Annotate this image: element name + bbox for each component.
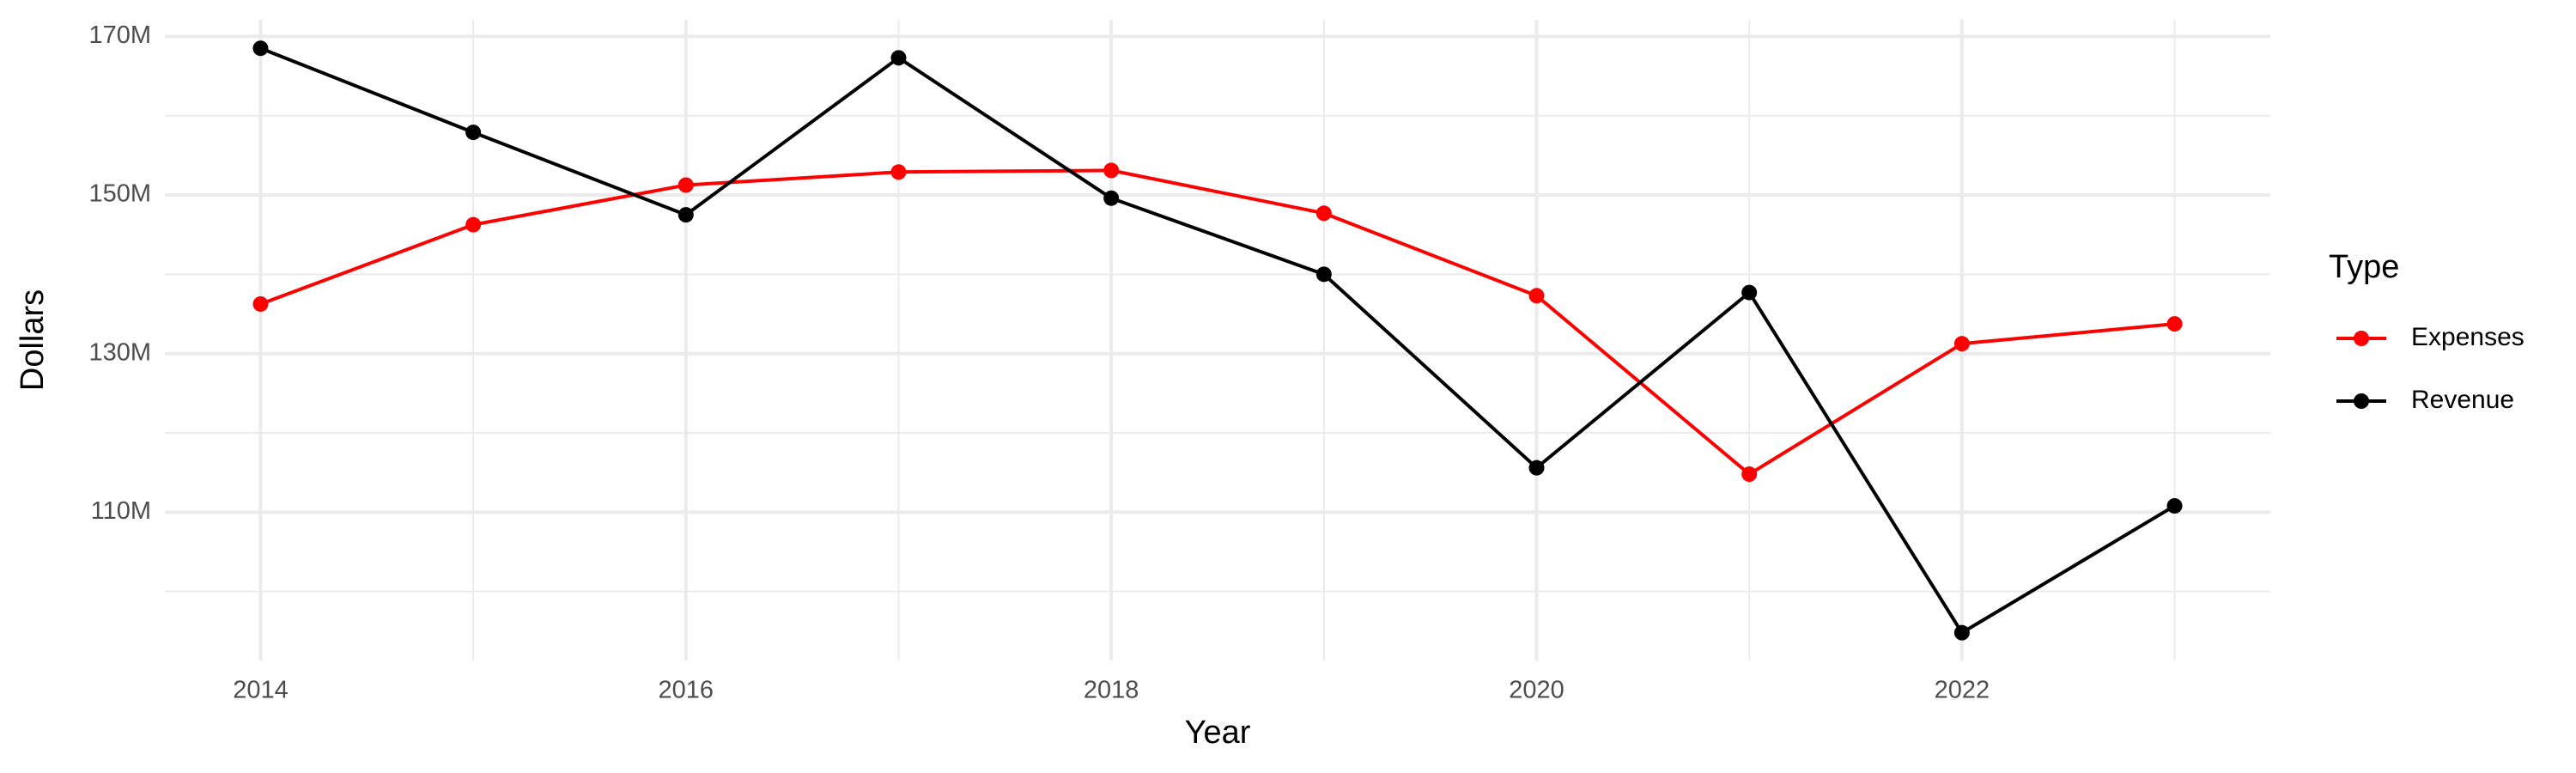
data-point bbox=[1741, 466, 1758, 483]
legend-title: Type bbox=[2329, 249, 2399, 285]
data-point bbox=[465, 216, 482, 233]
data-point bbox=[890, 50, 907, 66]
y-tick-label: 110M bbox=[91, 497, 151, 525]
data-point bbox=[1528, 288, 1545, 304]
data-point bbox=[2166, 316, 2183, 332]
y-tick-label: 130M bbox=[88, 338, 151, 366]
data-point bbox=[2166, 497, 2183, 514]
data-point bbox=[1315, 205, 1332, 222]
data-point bbox=[1103, 162, 1120, 179]
data-point bbox=[1315, 266, 1332, 283]
x-tick-label: 2020 bbox=[1509, 677, 1564, 704]
series-line bbox=[259, 46, 2176, 636]
data-point bbox=[890, 164, 907, 180]
data-point bbox=[252, 40, 269, 57]
data-point bbox=[1528, 460, 1545, 476]
x-tick-label: 2022 bbox=[1935, 677, 1990, 704]
series-line bbox=[259, 168, 2175, 477]
data-point bbox=[677, 177, 694, 193]
legend-key-point bbox=[2354, 331, 2369, 346]
legend-key-point bbox=[2354, 393, 2369, 409]
data-point bbox=[1953, 624, 1970, 641]
x-tick-label: 2018 bbox=[1084, 677, 1139, 704]
legend-label: Revenue bbox=[2411, 386, 2514, 414]
data-point bbox=[1103, 190, 1120, 206]
x-axis-title: Year bbox=[1185, 715, 1251, 751]
data-point bbox=[465, 125, 482, 141]
data-point bbox=[677, 207, 694, 223]
x-tick-label: 2016 bbox=[659, 677, 714, 704]
legend-label: Expenses bbox=[2411, 323, 2524, 351]
data-point bbox=[252, 295, 269, 312]
data-point bbox=[1741, 284, 1758, 301]
x-tick-label: 2014 bbox=[233, 677, 289, 704]
y-axis-title: Dollars bbox=[15, 289, 51, 391]
y-tick-label: 170M bbox=[88, 21, 151, 49]
data-point bbox=[1953, 336, 1970, 352]
y-tick-label: 150M bbox=[88, 180, 151, 208]
